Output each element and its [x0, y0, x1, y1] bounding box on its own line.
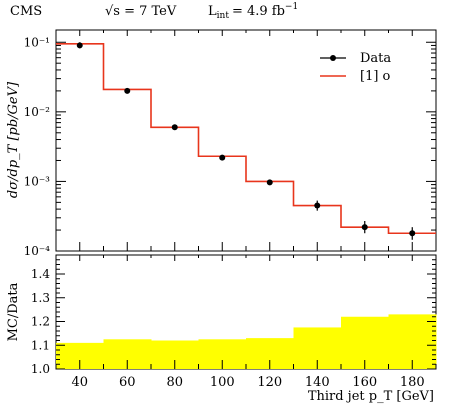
ratio-band	[56, 314, 437, 369]
x-tick-label: 40	[71, 375, 88, 390]
data-point	[409, 230, 416, 237]
y-tick-label: 10⁻⁴	[24, 244, 51, 258]
x-tick-label: 180	[400, 375, 425, 390]
legend: Data [1] o	[320, 51, 391, 84]
data-point	[361, 224, 368, 231]
main-axis-ticks: 10⁻⁴ 10⁻³ 10⁻² 10⁻¹	[24, 30, 437, 258]
y-tick-label: 10⁻³	[24, 174, 51, 188]
experiment-label: CMS	[10, 4, 42, 19]
lumi-label: Lint = 4.9 fb−1	[208, 2, 298, 21]
data-point	[76, 42, 83, 49]
ratio-bar	[388, 314, 437, 369]
lumi-value: = 4.9 fb	[232, 4, 285, 19]
x-tick-label: 80	[166, 375, 183, 390]
ratio-y-tick-label: 1.4	[31, 267, 50, 281]
data-point	[124, 87, 131, 94]
legend-data-label: Data	[360, 51, 391, 66]
ratio-axis-ticks: 40 60 80 100 120 140 160 180 1.0 1.1 1.2 1.3 1.4	[31, 254, 437, 390]
x-tick-label: 140	[305, 375, 330, 390]
data-point	[314, 202, 321, 209]
ratio-y-axis-label: MC/Data	[6, 282, 21, 341]
x-tick-label: 60	[119, 375, 136, 390]
ratio-y-tick-label: 1.1	[31, 338, 50, 352]
ratio-y-tick-label: 1.3	[31, 291, 50, 305]
data-series	[76, 42, 416, 240]
main-y-axis-label: dσ/dp_T [pb/GeV]	[6, 81, 21, 198]
data-point	[266, 179, 273, 186]
y-tick-label: 10⁻¹	[24, 35, 50, 49]
ratio-y-tick-label: 1.2	[31, 315, 50, 329]
data-point	[219, 154, 226, 161]
data-point	[171, 124, 178, 131]
lumi-subscript: int	[217, 11, 230, 21]
x-tick-label: 160	[352, 375, 377, 390]
x-tick-label: 100	[210, 375, 235, 390]
x-axis-label: Third jet p_T [GeV]	[308, 389, 434, 404]
y-tick-label: 10⁻²	[24, 105, 51, 119]
lumi-symbol: L	[208, 4, 217, 19]
legend-mc-label: [1] o	[360, 69, 391, 84]
legend-data-marker	[330, 55, 336, 61]
ratio-y-tick-label: 1.0	[31, 362, 50, 376]
x-tick-label: 120	[257, 375, 282, 390]
lumi-exponent: −1	[285, 2, 298, 12]
energy-label: √s = 7 TeV	[105, 4, 177, 19]
